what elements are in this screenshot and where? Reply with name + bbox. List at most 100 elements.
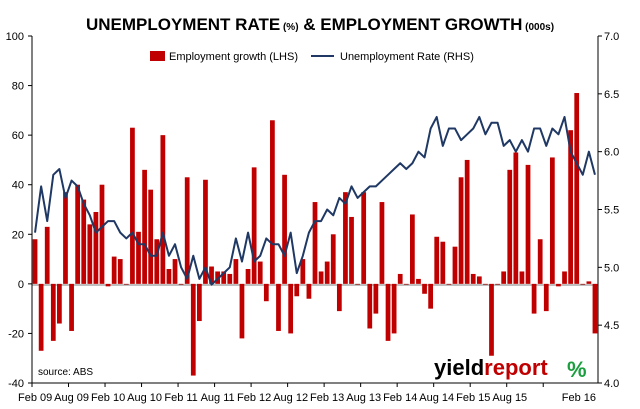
employment-bar: [367, 283, 373, 329]
employment-bar: [263, 283, 269, 302]
x-tick-label: Aug 11: [201, 392, 235, 404]
chart-title-unit-2: (000s): [522, 22, 554, 33]
employment-bar: [519, 271, 525, 284]
x-tick-label: Aug 10: [127, 392, 162, 404]
employment-bar: [136, 231, 141, 284]
employment-bars: [32, 93, 598, 376]
employment-bar: [239, 283, 245, 339]
employment-bar: [251, 167, 257, 284]
x-tick-label: Feb 15: [456, 392, 490, 404]
employment-bar: [117, 259, 123, 284]
employment-bar: [556, 283, 561, 287]
employment-bar: [142, 169, 147, 284]
right-tick-label: 6.0: [604, 147, 619, 159]
employment-bar: [531, 283, 537, 314]
chart-title-mid: & EMPLOYMENT GROWTH: [299, 15, 523, 34]
legend-swatch-employment: [150, 51, 165, 61]
employment-bar: [543, 283, 549, 312]
source-note: source: ABS: [38, 367, 93, 378]
employment-bar: [203, 179, 208, 284]
employment-bar: [154, 239, 160, 284]
employment-bar: [422, 283, 427, 294]
employment-bar: [501, 271, 507, 284]
employment-bar: [282, 174, 287, 284]
employment-bar: [397, 273, 403, 284]
employment-bar: [172, 259, 178, 284]
employment-bar: [391, 283, 397, 334]
employment-bar: [312, 202, 318, 284]
employment-bar: [63, 192, 68, 284]
x-tick-label: Feb 13: [310, 392, 344, 404]
employment-bar: [586, 281, 592, 284]
employment-bar: [190, 283, 196, 376]
x-tick-label: Aug 14: [419, 392, 454, 404]
brand-percent-icon: %: [567, 357, 587, 382]
right-tick-label: 4.5: [604, 320, 619, 332]
employment-bar: [476, 276, 482, 284]
employment-bar: [470, 273, 476, 284]
employment-bar: [343, 192, 348, 284]
employment-bar: [361, 192, 367, 284]
x-tick-label: Feb 16: [562, 392, 596, 404]
employment-bar: [81, 199, 87, 284]
unemployment-line-group: [34, 115, 596, 286]
employment-bar: [245, 268, 251, 284]
employment-bar: [148, 189, 154, 284]
employment-bar: [549, 157, 555, 284]
employment-bar: [99, 184, 105, 284]
chart-title: UNEMPLOYMENT RATE (%) & EMPLOYMENT GROWT…: [86, 15, 554, 34]
x-tick-label: Aug 13: [346, 392, 381, 404]
employment-bar: [270, 120, 275, 284]
employment-bar: [568, 130, 573, 284]
employment-bar: [416, 278, 421, 284]
x-tick-label: Feb 09: [18, 392, 52, 404]
employment-bar: [330, 234, 336, 284]
employment-bar: [428, 283, 434, 309]
employment-bar: [513, 152, 519, 284]
employment-bar: [111, 256, 117, 284]
employment-bar: [166, 268, 172, 284]
employment-bar: [50, 283, 56, 341]
employment-bar: [324, 261, 330, 284]
employment-bar: [379, 202, 385, 284]
employment-bar: [537, 239, 543, 284]
right-tick-label: 7.0: [604, 31, 619, 43]
employment-bar: [580, 283, 586, 285]
employment-bar: [385, 283, 391, 341]
employment-bar: [294, 283, 300, 297]
x-tick-label: Feb 12: [237, 392, 271, 404]
employment-bar: [440, 241, 446, 284]
employment-bar: [130, 127, 135, 284]
employment-bar: [87, 224, 93, 284]
employment-bar: [507, 169, 513, 284]
brand-wordmark: yieldreport: [434, 355, 548, 380]
employment-bar: [458, 177, 464, 284]
employment-bar: [464, 159, 470, 284]
left-axis-ticks: -40 -20 0 20 40 60 80 100: [6, 31, 32, 390]
employment-bar: [373, 283, 379, 314]
employment-bar: [300, 259, 306, 284]
x-tick-label: Feb 11: [164, 392, 197, 404]
legend: Employment growth (LHS) Unemployment Rat…: [150, 51, 474, 63]
employment-bar: [495, 283, 500, 285]
left-tick-label: -20: [8, 328, 24, 340]
brand-part-2: report: [484, 355, 548, 380]
left-tick-label: 80: [12, 81, 24, 93]
right-axis-ticks: 4.0 4.5 5.0 5.5 6.0 6.5 7.0: [598, 31, 619, 390]
right-tick-label: 5.0: [604, 262, 619, 274]
employment-bar: [184, 177, 190, 284]
right-tick-label: 5.5: [604, 205, 619, 217]
employment-bar: [288, 283, 294, 334]
employment-bar: [93, 211, 99, 284]
employment-bar: [160, 135, 166, 284]
left-tick-label: 40: [12, 180, 24, 192]
employment-bar: [257, 261, 263, 284]
employment-bar: [434, 236, 440, 284]
x-tick-label: Aug 09: [54, 392, 89, 404]
employment-bar: [209, 266, 214, 284]
x-tick-label: Aug 12: [273, 392, 308, 404]
brand-part-1: yield: [434, 355, 484, 380]
employment-bar: [57, 283, 62, 324]
employment-bar: [276, 283, 281, 331]
